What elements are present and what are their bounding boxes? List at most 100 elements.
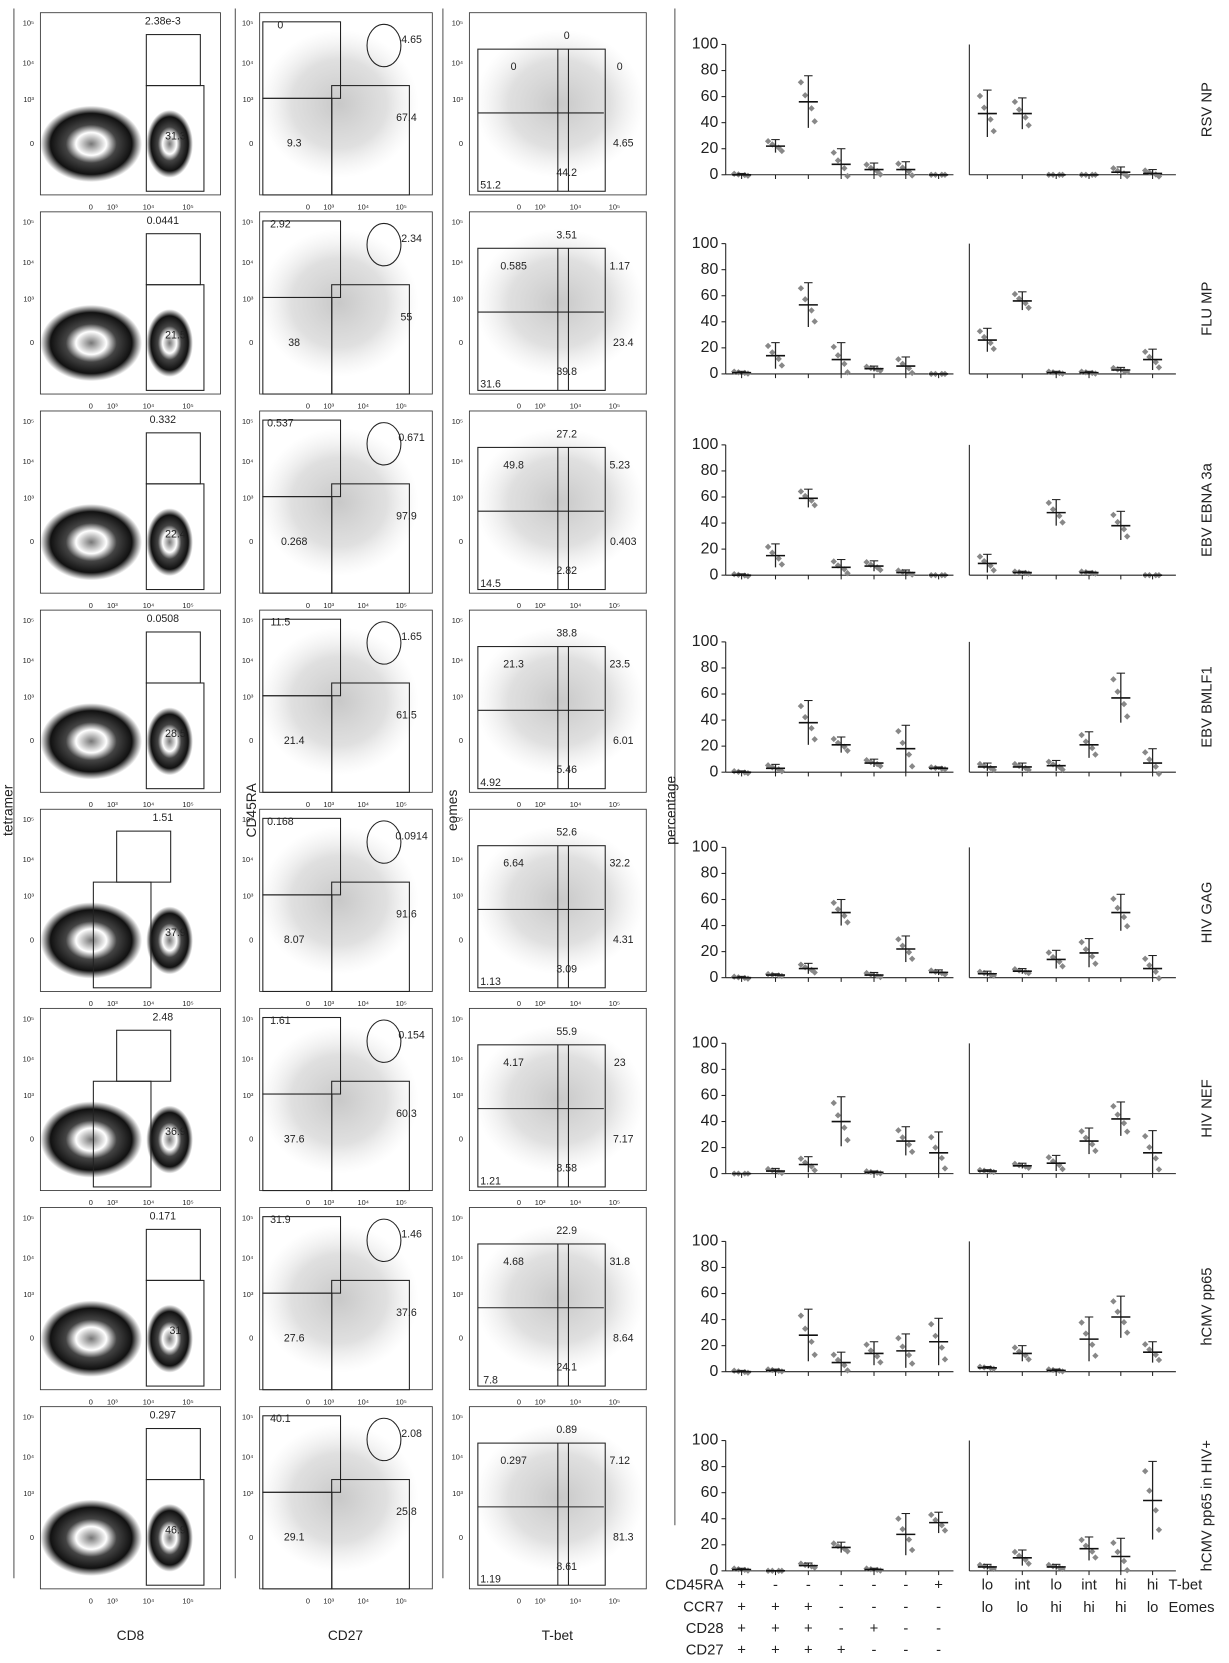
gate-value: 1.46: [401, 1229, 422, 1241]
phenotype-sign: int: [1081, 1578, 1097, 1594]
x-tick-label: 10⁵: [396, 601, 407, 610]
y-tick-label: 0: [30, 1533, 34, 1542]
data-point-deco: [1124, 713, 1130, 719]
gate-value: 21.3: [503, 659, 524, 671]
data-point-deco: [1046, 1154, 1052, 1160]
data-point-deco: [942, 1356, 948, 1362]
gate-value: 8.61: [556, 1561, 577, 1573]
gate-value: 0.0508: [147, 613, 179, 625]
data-point-deco: [1022, 114, 1028, 120]
x-tick-label: 10⁵: [182, 203, 193, 212]
y-tick-label: 10³: [23, 294, 34, 303]
data-point-deco: [1124, 1128, 1130, 1134]
y-tick-label: 10³: [243, 892, 254, 901]
data-point-deco: [802, 296, 808, 302]
gate-value: 37.6: [396, 1307, 417, 1319]
x-tick-label: 10⁴: [570, 1198, 581, 1207]
phenotype-sign: -: [839, 1621, 844, 1637]
phenotype-sign: hi: [1083, 1600, 1095, 1616]
x-tick-label: 0: [517, 800, 521, 809]
data-point-deco: [1156, 1527, 1162, 1533]
density-cloud: [40, 1101, 142, 1177]
data-point-deco: [1124, 1567, 1130, 1573]
data-point-deco: [841, 361, 847, 367]
y-tick-label: 10⁵: [23, 815, 34, 824]
gate-value: 4.68: [503, 1256, 524, 1268]
gate-value: 8.64: [613, 1333, 634, 1345]
x-tick-label: 0: [89, 601, 93, 610]
x-tick-label: 0: [517, 999, 521, 1008]
data-point-deco: [798, 79, 804, 85]
data-point-deco: [1142, 349, 1148, 355]
x-tick-label: 10⁵: [609, 800, 620, 809]
phenotype-sign: -: [936, 1643, 941, 1659]
data-point-deco: [932, 1333, 938, 1339]
data-point-deco: [928, 1134, 934, 1140]
data-point-deco: [895, 161, 901, 167]
gate-value: 8.58: [556, 1163, 577, 1175]
density-cloud: [475, 1025, 644, 1173]
x-tick-label: 10⁴: [358, 1397, 369, 1406]
y-tick-label: 10⁴: [452, 1054, 463, 1063]
x-tick-label: 10⁴: [570, 999, 581, 1008]
gate-value: 23.4: [613, 337, 634, 349]
gate-value: 46.9: [165, 1524, 186, 1536]
data-point-deco: [798, 1155, 804, 1161]
y-tick-label: 0: [249, 1135, 253, 1144]
y-tick-label: 80: [701, 865, 719, 882]
density-cloud: [475, 1424, 644, 1572]
y-tick-label: 0: [459, 1334, 463, 1343]
y-tick-label: 0: [459, 1533, 463, 1542]
y-tick-label: 10⁴: [452, 1253, 463, 1262]
x-tick-label: 0: [306, 1597, 310, 1606]
data-point-deco: [1153, 1507, 1159, 1513]
data-point-deco: [1083, 946, 1089, 952]
data-point-deco: [831, 900, 837, 906]
data-point-deco: [1121, 914, 1127, 920]
phenotype-sign: lo: [1017, 1600, 1029, 1616]
x-tick-label: 10³: [535, 203, 546, 212]
y-tick-label: 0: [709, 1562, 718, 1579]
phenotype-sign: -: [839, 1578, 844, 1594]
y-tick-label: 0: [30, 1334, 34, 1343]
x-tick-label: 10⁵: [396, 402, 407, 411]
y-tick-label: 10⁵: [23, 1213, 34, 1222]
data-point-deco: [844, 1367, 850, 1373]
gate-value: 55: [401, 311, 413, 323]
gate-value: 0.154: [398, 1030, 425, 1042]
data-point-deco: [939, 1155, 945, 1161]
y-tick-label: 10⁴: [452, 59, 463, 68]
gate-value: 51.2: [480, 180, 501, 192]
data-point-deco: [835, 1112, 841, 1118]
data-point-deco: [844, 919, 850, 925]
gate-value: 1.21: [480, 1175, 501, 1187]
data-point-deco: [895, 356, 901, 362]
y-tick-label: 10³: [243, 294, 254, 303]
gate-value: 23.5: [609, 659, 630, 671]
data-point-deco: [835, 906, 841, 912]
gate-value: 28.5: [165, 728, 186, 740]
x-tick-label: 0: [517, 203, 521, 212]
y-tick-label: 60: [701, 88, 719, 105]
phenotype-sign: -: [903, 1643, 908, 1659]
phenotype-sign: -: [773, 1578, 778, 1594]
gate-value: 27.6: [284, 1333, 305, 1345]
data-point-deco: [841, 913, 847, 919]
density-cloud: [260, 229, 419, 377]
gate-value: 24.1: [556, 1362, 577, 1374]
y-tick-label: 10³: [243, 693, 254, 702]
y-tick-label: 0: [459, 537, 463, 546]
x-tick-label: 10⁴: [358, 1198, 369, 1207]
data-point-deco: [1121, 701, 1127, 707]
data-point-deco: [1078, 1319, 1084, 1325]
data-point-deco: [899, 1343, 905, 1349]
gate-value: 3.09: [556, 963, 577, 975]
gate-value: 7.8: [483, 1374, 498, 1386]
y-tick-label: 10³: [243, 95, 254, 104]
x-tick-label: 10⁵: [609, 601, 620, 610]
phenotype-name: Eomes: [1168, 1600, 1214, 1616]
data-point-deco: [895, 1127, 901, 1133]
x-tick-label: 10³: [323, 601, 334, 610]
y-tick-label: 0: [709, 1363, 718, 1380]
data-point-deco: [899, 943, 905, 949]
